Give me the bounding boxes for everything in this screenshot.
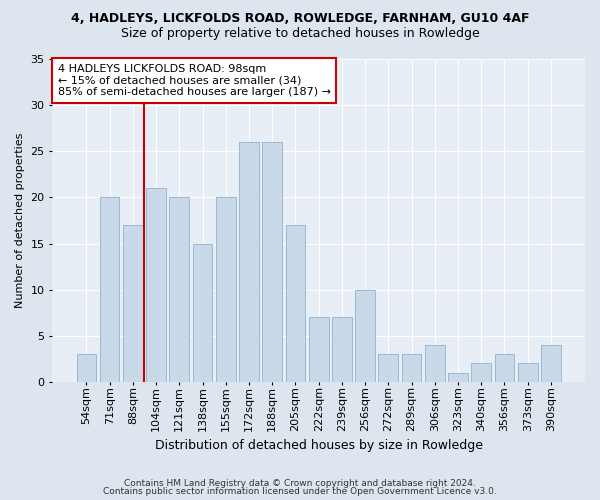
Text: 4, HADLEYS, LICKFOLDS ROAD, ROWLEDGE, FARNHAM, GU10 4AF: 4, HADLEYS, LICKFOLDS ROAD, ROWLEDGE, FA… — [71, 12, 529, 26]
Bar — [239, 142, 259, 382]
Bar — [146, 188, 166, 382]
Bar — [355, 290, 375, 382]
Bar — [216, 198, 236, 382]
Bar — [494, 354, 514, 382]
Bar — [309, 318, 329, 382]
Bar — [332, 318, 352, 382]
Bar — [193, 244, 212, 382]
Y-axis label: Number of detached properties: Number of detached properties — [15, 132, 25, 308]
Bar — [100, 198, 119, 382]
Text: Contains HM Land Registry data © Crown copyright and database right 2024.: Contains HM Land Registry data © Crown c… — [124, 478, 476, 488]
Bar — [123, 225, 143, 382]
Bar — [286, 225, 305, 382]
Bar — [541, 345, 561, 382]
Bar — [169, 198, 189, 382]
Text: Contains public sector information licensed under the Open Government Licence v3: Contains public sector information licen… — [103, 487, 497, 496]
Bar — [77, 354, 96, 382]
Bar — [401, 354, 421, 382]
Bar — [425, 345, 445, 382]
X-axis label: Distribution of detached houses by size in Rowledge: Distribution of detached houses by size … — [155, 440, 482, 452]
Bar — [379, 354, 398, 382]
Bar — [472, 364, 491, 382]
Bar — [518, 364, 538, 382]
Text: 4 HADLEYS LICKFOLDS ROAD: 98sqm
← 15% of detached houses are smaller (34)
85% of: 4 HADLEYS LICKFOLDS ROAD: 98sqm ← 15% of… — [58, 64, 331, 97]
Bar — [448, 372, 468, 382]
Bar — [262, 142, 282, 382]
Text: Size of property relative to detached houses in Rowledge: Size of property relative to detached ho… — [121, 28, 479, 40]
